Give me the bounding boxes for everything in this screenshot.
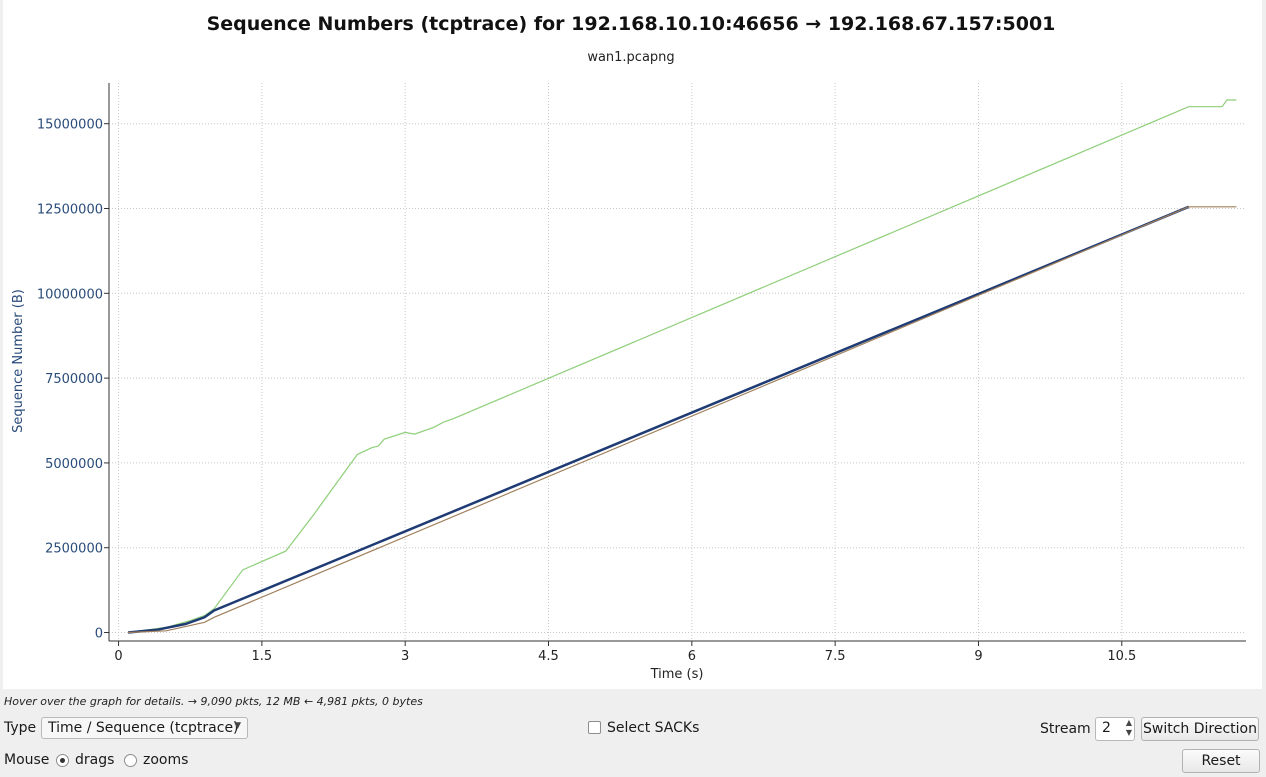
y-tick-label: 2500000	[45, 542, 103, 557]
x-tick-label: 10.5	[1107, 649, 1136, 664]
y-tick-label: 5000000	[45, 457, 103, 472]
stream-label: Stream	[1040, 721, 1091, 737]
stream-spinbox[interactable]: 2 ▲ ▼	[1095, 717, 1135, 741]
x-tick-label: 7.5	[825, 649, 846, 664]
x-tick-label: 4.5	[538, 649, 559, 664]
type-dropdown-value: Time / Sequence (tcptrace)	[48, 720, 239, 736]
plot-area[interactable]: Sequence Numbers (tcptrace) for 192.168.…	[3, 0, 1262, 689]
select-sacks-checkbox[interactable]	[588, 721, 601, 734]
series-line-0	[128, 99, 1237, 634]
drags-label: drags	[75, 752, 115, 768]
x-axis-label: Time (s)	[650, 667, 704, 682]
zooms-label: zooms	[143, 752, 189, 768]
grid	[109, 83, 1246, 641]
y-tick-label: 15000000	[37, 118, 103, 133]
series-group	[127, 99, 1237, 634]
reset-button[interactable]: Reset	[1182, 749, 1260, 773]
chart-title: Sequence Numbers (tcptrace) for 192.168.…	[207, 13, 1056, 35]
chart-subtitle: wan1.pcapng	[587, 50, 674, 65]
zooms-radio[interactable]	[124, 754, 137, 767]
spin-arrows-icon[interactable]: ▲ ▼	[1125, 718, 1132, 737]
x-tick-label: 3	[401, 649, 409, 664]
series-line-1	[127, 205, 1190, 634]
chevron-down-icon: ▼	[234, 721, 241, 731]
y-tick-label: 7500000	[45, 372, 103, 387]
series-line-2	[128, 206, 1237, 634]
type-dropdown[interactable]: Time / Sequence (tcptrace) ▼	[41, 717, 248, 739]
type-label: Type	[4, 720, 37, 736]
stream-value: 2	[1102, 720, 1111, 736]
x-tick-label: 1.5	[252, 649, 273, 664]
y-tick-label: 0	[95, 627, 103, 642]
select-sacks-label: Select SACKs	[607, 720, 700, 736]
drags-radio[interactable]	[56, 754, 69, 767]
x-tick-label: 9	[974, 649, 982, 664]
x-tick-label: 6	[688, 649, 696, 664]
y-tick-label: 12500000	[37, 203, 103, 218]
axes: 0 1.5 3 4.5 6 7.5 9 10.5 0 2500000 5000000 7500000 1…	[37, 83, 1246, 664]
sequence-chart[interactable]: Sequence Numbers (tcptrace) for 192.168.…	[3, 0, 1262, 689]
x-tick-label: 0	[114, 649, 122, 664]
mouse-label: Mouse	[4, 752, 50, 768]
switch-direction-button[interactable]: Switch Direction	[1141, 717, 1259, 741]
y-axis-label: Sequence Number (B)	[11, 289, 26, 433]
y-tick-label: 10000000	[37, 287, 103, 302]
hover-hint-text: Hover over the graph for details. → 9,09…	[4, 695, 423, 708]
